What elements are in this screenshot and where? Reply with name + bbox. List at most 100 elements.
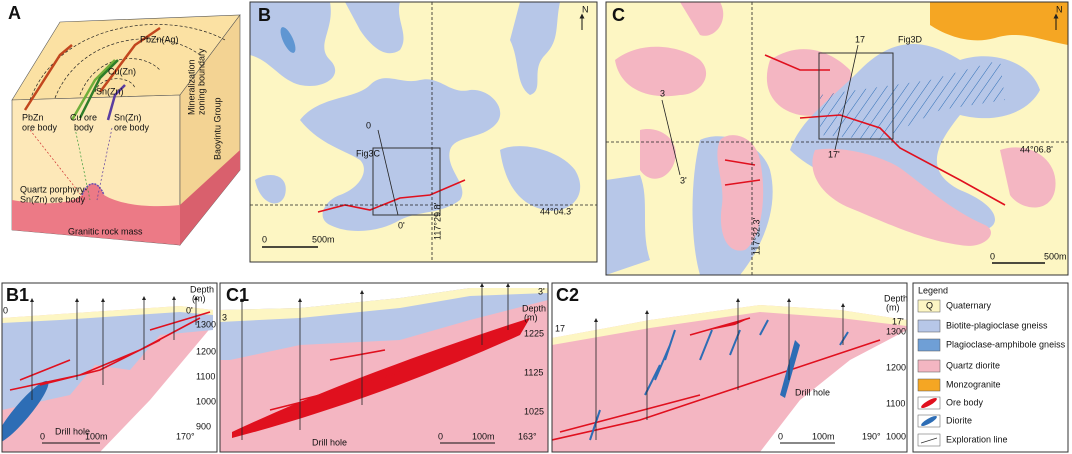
scale-start: 0 <box>778 431 783 441</box>
sn-ore-body: Sn(Zn) <box>114 112 142 122</box>
line-end: 0' <box>186 305 193 315</box>
map-b-shape-shape <box>255 175 286 204</box>
block-diagram-shape-shape <box>29 129 86 201</box>
map-b-shape <box>317 179 466 213</box>
legend-shape-shape <box>917 378 941 392</box>
cu-zn: Cu(Zn) <box>108 66 136 76</box>
line-end: 17' <box>892 316 904 326</box>
sn-ore-body: ore body <box>114 122 150 132</box>
section-c2-frame <box>551 282 908 453</box>
legend-shape-shape <box>917 299 941 313</box>
section-c2-shape-shape <box>589 319 849 441</box>
block-diagram-shape-shape <box>23 44 73 111</box>
drill-hole: Drill hole <box>55 426 90 436</box>
section-b1-shape <box>2 380 49 444</box>
map-c-shape-shape <box>812 148 991 246</box>
drill-hole: Drill hole <box>312 437 347 447</box>
cu-ore-body: Cu ore <box>70 112 97 122</box>
section-c2-shape <box>589 319 849 441</box>
label: C2 <box>556 285 579 305</box>
map-c-shape <box>818 52 894 140</box>
map-b-shape <box>372 147 441 216</box>
block-diagram-shape-shape <box>79 58 161 96</box>
scale-end: 500m <box>312 234 335 244</box>
map-c-shape <box>834 44 859 151</box>
map-b-shape-shape <box>500 146 581 211</box>
items: Plagioclase-amphibole gneiss <box>946 339 1066 349</box>
block-diagram-shape-shape <box>29 24 226 101</box>
line-start: 0 <box>366 120 371 130</box>
box-label: Fig3D <box>898 34 923 44</box>
block-diagram-shape-shape <box>98 26 161 93</box>
items: Quaternary <box>946 300 992 310</box>
depth-ticks: 1225 <box>524 328 544 338</box>
section-c1-shape <box>240 283 510 440</box>
scale-start: 0 <box>438 431 443 441</box>
section-c2-shape <box>780 340 800 398</box>
map-c-frame <box>605 1 1069 276</box>
quartz-porphyry: Quartz porphyry- <box>20 184 88 194</box>
section-c2-shape <box>594 298 845 440</box>
block-diagram-shape <box>29 24 226 101</box>
legend-shape-shape <box>917 319 941 333</box>
label: A <box>8 3 21 23</box>
label: B <box>258 5 271 25</box>
label: B1 <box>6 285 29 305</box>
line3-start: 3 <box>660 88 665 98</box>
legend-shape <box>917 299 941 447</box>
legend-shape <box>912 282 1069 453</box>
symbol-q: Q <box>926 300 933 310</box>
depth-title: Depth <box>190 284 214 294</box>
line17-end: 17' <box>828 149 840 159</box>
line-start: 3 <box>222 312 227 322</box>
block-diagram-shape-shape <box>70 59 116 121</box>
line3-end: 3' <box>680 175 687 185</box>
line-start: 0 <box>3 305 8 315</box>
depth-title: (m) <box>886 302 900 312</box>
section-c1-shape <box>220 288 548 360</box>
pbzn-ore-body: ore body <box>22 122 58 132</box>
map-c-shape-shape <box>606 175 650 275</box>
block-diagram-shape <box>81 183 105 196</box>
block-diagram-shape-shape <box>94 78 136 93</box>
block-diagram-shape-shape <box>106 84 126 121</box>
depth-ticks: 1200 <box>196 346 216 356</box>
zoning-boundary: zoning boundary <box>196 48 206 115</box>
map-c-shape-shape <box>1000 147 1056 208</box>
zoning-boundary: Mineralization <box>186 59 196 115</box>
block-diagram-shape-shape <box>74 127 91 201</box>
map-b-shape <box>377 129 399 216</box>
section-c2-shape <box>552 305 907 452</box>
depth-ticks: 1000 <box>196 396 216 406</box>
map-c-shape <box>661 99 681 176</box>
scale-end: 500m <box>1044 251 1067 261</box>
depth-ticks: 1000 <box>886 431 906 441</box>
cu-ore-body: body <box>74 122 94 132</box>
depth-ticks: 900 <box>196 421 211 431</box>
section-b1 <box>2 296 213 452</box>
section-c2-shape <box>710 318 750 330</box>
depth-title: (m) <box>524 312 538 322</box>
pbzn-ag: PbZn(Ag) <box>140 34 179 44</box>
line-start: 17 <box>555 323 565 333</box>
scale-start: 0 <box>40 431 45 441</box>
map-c-shape <box>615 2 1056 208</box>
drill-hole: Drill hole <box>795 387 830 397</box>
longitude: 117°29.8' <box>432 203 442 240</box>
block-diagram-shape <box>180 150 240 245</box>
section-c2 <box>552 298 907 452</box>
latitude: 44°06.8' <box>1020 144 1053 154</box>
legend-shape <box>921 416 937 426</box>
map-c-shape-shape <box>680 2 724 36</box>
depth-ticks: 1025 <box>524 406 544 416</box>
pbzn-ore-body: PbZn <box>22 112 44 122</box>
line17-start: 17 <box>855 34 865 44</box>
label: C1 <box>226 285 249 305</box>
sn-zn: Sn(Zn) <box>96 86 124 96</box>
items: Exploration line <box>946 434 1008 444</box>
block-diagram-shape-shape <box>54 38 201 99</box>
quartz-porphyry: Sn(Zn) ore body <box>20 194 86 204</box>
map-b-shape-shape <box>510 2 560 95</box>
line-end: 3' <box>538 286 545 296</box>
